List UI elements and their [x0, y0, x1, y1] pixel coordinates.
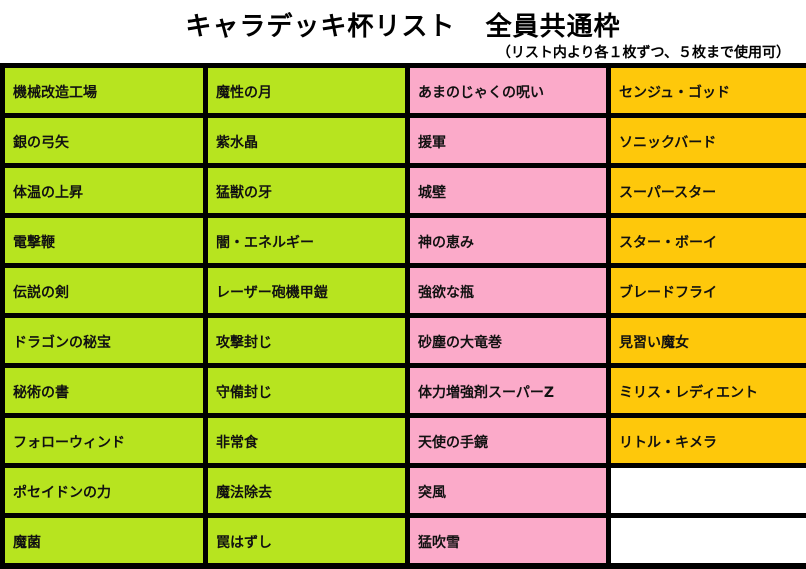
card-cell: 機械改造工場 [5, 68, 203, 113]
card-cell: 神の恵み [410, 218, 606, 263]
page-title: キャラデッキ杯リスト 全員共通枠 [0, 6, 806, 43]
card-cell: 魔性の月 [208, 68, 405, 113]
card-cell: 猛吹雪 [410, 518, 606, 563]
card-cell: 魔菌 [5, 518, 203, 563]
card-cell: 猛獣の牙 [208, 168, 405, 213]
empty-cell [611, 468, 806, 513]
card-cell: 突風 [410, 468, 606, 513]
card-cell: レーザー砲機甲鎧 [208, 268, 405, 313]
card-cell: 銀の弓矢 [5, 118, 203, 163]
card-cell: 砂塵の大竜巻 [410, 318, 606, 363]
card-cell: 城壁 [410, 168, 606, 213]
card-list-table: 機械改造工場 魔性の月 あまのじゃくの呪い センジュ・ゴッド銀の弓矢 紫水晶 援軍 ソニック… [0, 63, 806, 569]
card-cell: 伝説の剣 [5, 268, 203, 313]
card-cell: ドラゴンの秘宝 [5, 318, 203, 363]
card-cell: 体力増強剤スーパーZ [410, 368, 606, 413]
card-cell: 紫水晶 [208, 118, 405, 163]
card-cell: フォローウィンド [5, 418, 203, 463]
card-cell: ブレードフライ [611, 268, 806, 313]
card-cell: 体温の上昇 [5, 168, 203, 213]
card-cell: センジュ・ゴッド [611, 68, 806, 113]
card-cell: 強欲な瓶 [410, 268, 606, 313]
card-cell: あまのじゃくの呪い [410, 68, 606, 113]
card-cell: 罠はずし [208, 518, 405, 563]
card-cell: 攻撃封じ [208, 318, 405, 363]
card-cell: ソニックバード [611, 118, 806, 163]
card-cell: ミリス・レディエント [611, 368, 806, 413]
card-cell: 秘術の書 [5, 368, 203, 413]
card-cell: スーパースター [611, 168, 806, 213]
card-cell: 援軍 [410, 118, 606, 163]
card-cell: ポセイドンの力 [5, 468, 203, 513]
empty-cell [611, 518, 806, 563]
card-cell: 見習い魔女 [611, 318, 806, 363]
card-cell: スター・ボーイ [611, 218, 806, 263]
card-cell: 闇・エネルギー [208, 218, 405, 263]
card-cell: 天使の手鏡 [410, 418, 606, 463]
usage-note: （リスト内より各１枚ずつ、５枚まで使用可） [496, 45, 790, 61]
card-cell: 魔法除去 [208, 468, 405, 513]
title-sub: 全員共通枠 [485, 12, 621, 42]
card-cell: 非常食 [208, 418, 405, 463]
title-main: キャラデッキ杯リスト [185, 12, 456, 42]
card-cell: リトル・キメラ [611, 418, 806, 463]
card-cell: 守備封じ [208, 368, 405, 413]
card-cell: 電撃鞭 [5, 218, 203, 263]
